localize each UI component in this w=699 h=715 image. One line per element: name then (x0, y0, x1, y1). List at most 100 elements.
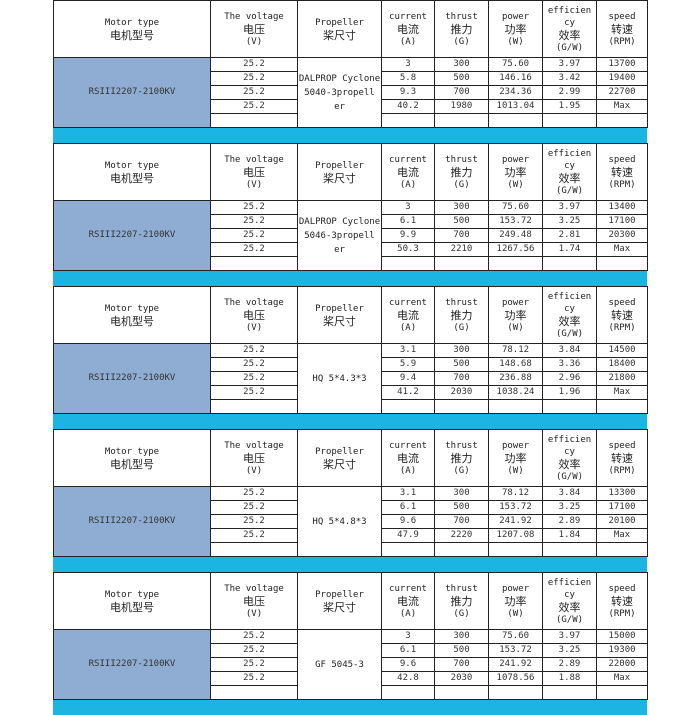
header-speed-en: speed (608, 583, 636, 594)
table-row: RSIII2207-2100KV 25.2 GF 5045-3 3 300 75.60 3.… (53, 629, 648, 700)
header-current: current 电流 (A) (381, 572, 435, 630)
header-motor-en: Motor type (104, 17, 160, 28)
header-motor-cn: 电机型号 (110, 28, 154, 42)
speed-cell: Max (596, 671, 648, 686)
header-speed-unit: (RPM) (608, 179, 636, 190)
header-thrust: thrust 推力 (G) (434, 429, 489, 487)
efficiency-cell: 1.88 (542, 671, 597, 686)
header-current-cn: 电流 (397, 22, 419, 36)
empty-cell (488, 113, 543, 128)
table-row (54, 399, 648, 414)
voltage-cell: 25.2 (210, 228, 298, 243)
voltage-cell: 25.2 (210, 514, 298, 529)
header-efficiency-cn: 效率 (558, 28, 581, 42)
table-row (54, 256, 648, 271)
header-speed-cn: 转速 (611, 308, 633, 322)
current-cell: 3.1 (381, 343, 435, 358)
power-cell: 249.48 (488, 228, 543, 243)
empty-cell (210, 256, 298, 271)
propeller-cell: HQ 5*4.3*3 (297, 343, 382, 414)
header-propeller-en: Propeller (315, 446, 364, 457)
header-speed-cn: 转速 (611, 451, 633, 465)
header-speed-unit: (RPM) (608, 608, 636, 619)
header-power: power 功率 (W) (488, 286, 543, 344)
header-motor-cn: 电机型号 (110, 457, 154, 471)
efficiency-cell: 3.84 (542, 343, 597, 358)
header-propeller-en: Propeller (315, 17, 364, 28)
voltage-cell: 25.2 (210, 500, 298, 515)
header-voltage-unit: (V) (245, 322, 263, 333)
thrust-cell: 500 (434, 500, 489, 515)
header-current-en: current (389, 154, 427, 165)
efficiency-cell: 3.25 (542, 643, 597, 658)
empty-cell (434, 542, 489, 557)
power-cell: 1038.24 (488, 385, 543, 400)
header-motor: Motor type 电机型号 (53, 0, 211, 58)
header-efficiency-unit: (G/W) (555, 42, 584, 53)
voltage-cell: 25.2 (210, 357, 298, 372)
empty-cell (381, 113, 435, 128)
separator-band (53, 557, 647, 572)
thrust-cell: 700 (434, 85, 489, 100)
voltage-cell: 25.2 (210, 57, 298, 72)
header-speed-en: speed (608, 440, 636, 451)
header-thrust: thrust 推力 (G) (434, 286, 489, 344)
thrust-cell: 2210 (434, 242, 489, 257)
header-motor: Motor type 电机型号 (53, 429, 211, 487)
voltage-cell: 25.2 (210, 200, 298, 215)
empty-cell (542, 399, 597, 414)
power-cell: 1078.56 (488, 671, 543, 686)
empty-cell (434, 113, 489, 128)
table-row: 25.2 47.9 2220 1207.08 1.84 Max (54, 528, 648, 543)
header-thrust-en: thrust (445, 154, 478, 165)
speed-cell: Max (596, 385, 648, 400)
header-propeller-cn: 桨尺寸 (323, 171, 356, 185)
power-cell: 146.16 (488, 71, 543, 86)
speed-cell: 22000 (596, 657, 648, 672)
empty-cell (381, 399, 435, 414)
header-voltage-cn: 电压 (243, 308, 265, 322)
header-motor: Motor type 电机型号 (53, 143, 211, 201)
header-row: Motor type 电机型号 The voltage 电压 (V) Propeller 桨… (53, 0, 648, 58)
thrust-cell: 700 (434, 371, 489, 386)
efficiency-cell: 1.84 (542, 528, 597, 543)
header-thrust-cn: 推力 (450, 22, 473, 36)
speed-cell: 17100 (596, 214, 648, 229)
thrust-cell: 300 (434, 57, 489, 72)
voltage-cell: 25.2 (210, 371, 298, 386)
speed-cell: Max (596, 99, 648, 114)
header-thrust-en: thrust (445, 11, 478, 22)
header-efficiency-unit: (G/W) (555, 471, 584, 482)
header-speed-cn: 转速 (611, 594, 633, 608)
efficiency-cell: 2.96 (542, 371, 597, 386)
table-row: 25.2 5.9 500 148.68 3.36 18400 (54, 357, 648, 372)
header-motor-en: Motor type (104, 303, 160, 314)
motor-test-table: Motor type 电机型号 The voltage 电压 (V) Propeller 桨… (53, 143, 648, 271)
power-cell: 148.68 (488, 357, 543, 372)
voltage-cell: 25.2 (210, 671, 298, 686)
header-thrust-cn: 推力 (450, 594, 473, 608)
header-row: Motor type 电机型号 The voltage 电压 (V) Propeller 桨… (53, 429, 648, 487)
motor-test-block: Motor type 电机型号 The voltage 电压 (V) Propeller 桨… (53, 286, 648, 429)
header-row: Motor type 电机型号 The voltage 电压 (V) Propeller 桨… (53, 572, 648, 630)
header-voltage-cn: 电压 (243, 22, 265, 36)
table-row (54, 542, 648, 557)
header-speed-unit: (RPM) (608, 36, 636, 47)
empty-cell (596, 256, 648, 271)
speed-cell: 13300 (596, 486, 648, 501)
propeller-cell: HQ 5*4.8*3 (297, 486, 382, 557)
header-power-cn: 功率 (504, 22, 527, 36)
speed-cell: 21800 (596, 371, 648, 386)
table-row: RSIII2207-2100KV 25.2 HQ 5*4.8*3 3.1 300 78.1… (53, 486, 648, 557)
empty-cell (210, 113, 298, 128)
speed-cell: 15000 (596, 629, 648, 644)
speed-cell: 19300 (596, 643, 648, 658)
header-current-unit: (A) (399, 608, 417, 619)
current-cell: 9.6 (381, 514, 435, 529)
header-current-cn: 电流 (397, 165, 419, 179)
header-voltage: The voltage 电压 (V) (210, 429, 298, 487)
motor-test-tables: Motor type 电机型号 The voltage 电压 (V) Propeller 桨… (53, 0, 648, 715)
empty-cell (542, 685, 597, 700)
empty-cell (596, 399, 648, 414)
efficiency-cell: 3.36 (542, 357, 597, 372)
